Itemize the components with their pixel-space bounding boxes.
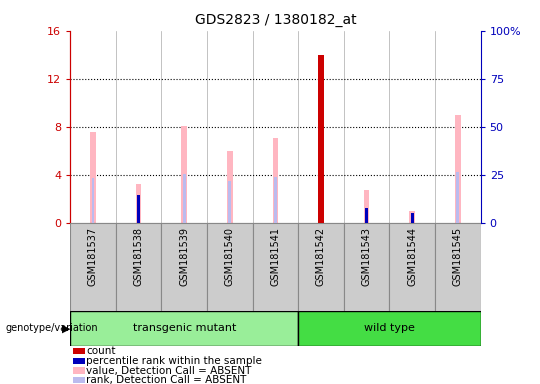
Bar: [298, 311, 481, 346]
Bar: [411, 213, 414, 223]
Bar: [320, 163, 322, 223]
Bar: [90, 131, 96, 223]
Bar: [364, 190, 369, 223]
Text: GSM181542: GSM181542: [316, 227, 326, 286]
Bar: [455, 115, 461, 223]
Text: GSM181538: GSM181538: [133, 227, 144, 286]
Text: GSM181537: GSM181537: [88, 227, 98, 286]
Bar: [116, 223, 161, 311]
Bar: [298, 223, 344, 311]
Bar: [344, 223, 389, 311]
Bar: [273, 137, 278, 223]
Bar: [409, 211, 415, 223]
Bar: [389, 223, 435, 311]
Bar: [137, 195, 140, 223]
Text: GSM181541: GSM181541: [271, 227, 280, 286]
Text: ▶: ▶: [62, 323, 71, 333]
Text: GSM181545: GSM181545: [453, 227, 463, 286]
Bar: [70, 223, 116, 311]
Bar: [456, 172, 459, 223]
Text: GSM181540: GSM181540: [225, 227, 235, 286]
Bar: [136, 184, 141, 223]
Text: value, Detection Call = ABSENT: value, Detection Call = ABSENT: [86, 366, 252, 376]
Text: percentile rank within the sample: percentile rank within the sample: [86, 356, 262, 366]
Bar: [274, 177, 277, 223]
Title: GDS2823 / 1380182_at: GDS2823 / 1380182_at: [194, 13, 356, 27]
Bar: [228, 181, 231, 223]
Bar: [92, 178, 94, 223]
Bar: [207, 223, 253, 311]
Bar: [70, 311, 298, 346]
Bar: [183, 174, 186, 223]
Text: count: count: [86, 346, 116, 356]
Bar: [318, 55, 324, 223]
Bar: [161, 223, 207, 311]
Text: GSM181543: GSM181543: [362, 227, 372, 286]
Bar: [435, 223, 481, 311]
Text: genotype/variation: genotype/variation: [5, 323, 98, 333]
Text: rank, Detection Call = ABSENT: rank, Detection Call = ABSENT: [86, 375, 247, 384]
Text: GSM181539: GSM181539: [179, 227, 189, 286]
Bar: [181, 126, 187, 223]
Text: GSM181544: GSM181544: [407, 227, 417, 286]
Bar: [253, 223, 298, 311]
Text: wild type: wild type: [364, 323, 415, 333]
Bar: [365, 208, 368, 223]
Bar: [227, 151, 233, 223]
Text: transgenic mutant: transgenic mutant: [132, 323, 236, 333]
